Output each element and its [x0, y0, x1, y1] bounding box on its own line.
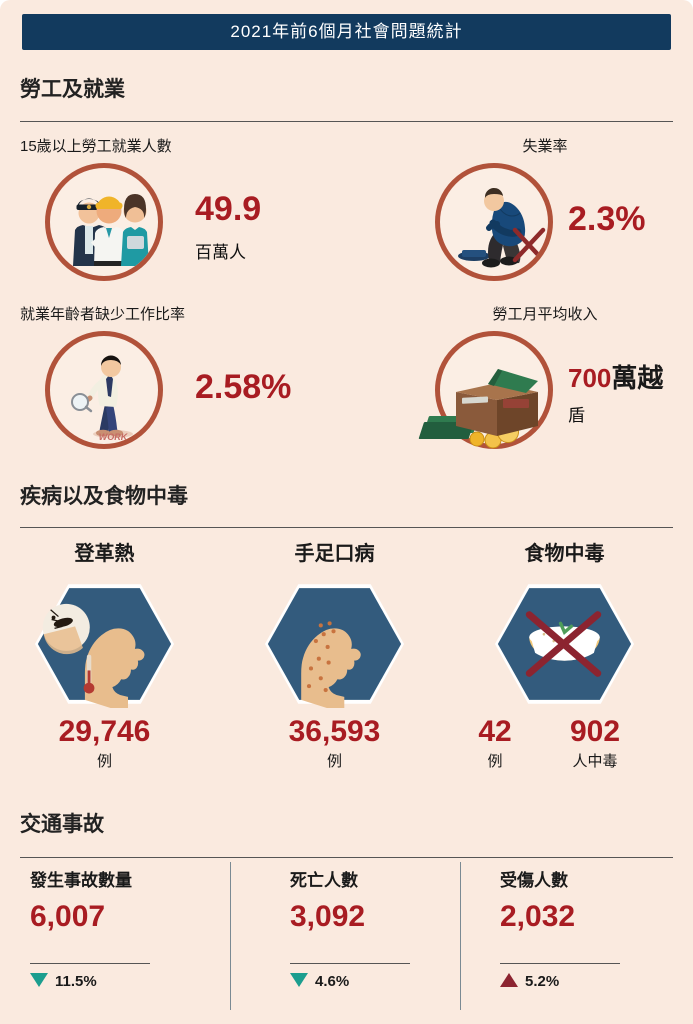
svg-text:WORK: WORK — [99, 432, 129, 442]
